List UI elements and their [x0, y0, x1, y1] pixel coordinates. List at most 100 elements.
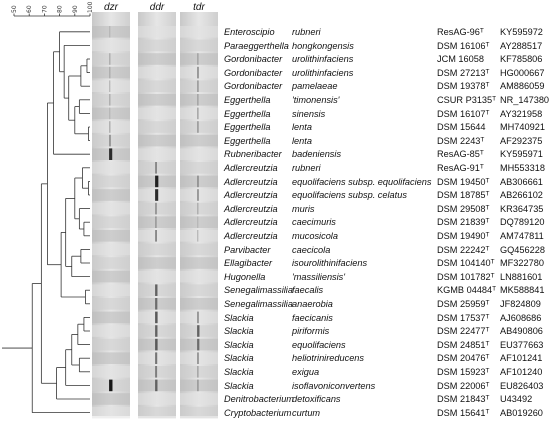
- genus-label: Slackia: [224, 326, 254, 337]
- accession-label: MK588841: [500, 285, 545, 296]
- strain-label: DSM 27213ᵀ: [437, 67, 490, 78]
- accession-label: AY288517: [500, 40, 543, 51]
- strain-label: DSM 18785ᵀ: [437, 190, 490, 201]
- species-label: 'massiliensis': [292, 271, 346, 282]
- accession-label: MH740921: [500, 122, 545, 133]
- accession-label: AJ608686: [500, 312, 542, 323]
- taxon-row: Cryptobacterium curtum DSM 15641ᵀ AB019260: [0, 406, 550, 420]
- accession-label: KF785806: [500, 54, 543, 65]
- lane-header-tdr: tdr: [193, 2, 205, 13]
- species-label: piriformis: [292, 326, 330, 337]
- strain-label: ResAG-91ᵀ: [437, 163, 484, 173]
- tree-branches: [2, 31, 90, 414]
- strain-label: DSM 2243ᵀ: [437, 135, 485, 146]
- taxon-row: Gordonibacter urolithinfaciens JCM 16058 KF…: [0, 52, 550, 66]
- scale-tick-label: 90: [72, 5, 79, 13]
- taxon-row: Enteroscipio rubneri ResAG-96ᵀ KY595972: [0, 25, 550, 39]
- accession-label: KR364735: [500, 203, 544, 214]
- taxon-row: Eggerthella 'timonensis' CSUR P3135ᵀ NR_147…: [0, 93, 550, 107]
- taxon-row: Senegalimassilia faecalis KGMB 04484ᵀ MK588…: [0, 283, 550, 297]
- genus-label: Slackia: [224, 339, 254, 350]
- species-label: rubneri: [292, 27, 321, 37]
- genus-label: Adlercreutzia: [224, 163, 278, 173]
- taxon-row: Slackia isoflavoniconvertens DSM 22006ᵀ EU8…: [0, 379, 550, 393]
- strain-label: DSM 21843ᵀ: [437, 394, 490, 405]
- strain-label: KGMB 04484ᵀ: [437, 285, 497, 296]
- lane-header-dzr: dzr: [104, 2, 118, 13]
- genus-label: Parvibacter: [224, 244, 271, 255]
- species-label: equolifaciens: [292, 339, 346, 350]
- lane-header-ddr: ddr: [149, 2, 165, 13]
- accession-label: AB266102: [500, 190, 543, 201]
- accession-label: AF292375: [500, 135, 543, 146]
- dendrogram: 50 60 70 80 90 100: [2, 1, 94, 414]
- accession-label: AF101240: [500, 367, 543, 377]
- genus-label: Gordonibacter: [224, 54, 283, 65]
- species-label: pamelaeae: [292, 81, 338, 92]
- accession-label: AM886059: [500, 81, 545, 92]
- accession-label: JF824809: [500, 299, 541, 309]
- strain-label: DSM 20476ᵀ: [437, 353, 490, 364]
- taxon-row: Slackia equolifaciens DSM 24851ᵀ EU377663: [0, 338, 550, 352]
- species-label: lenta: [292, 122, 312, 133]
- strain-label: DSM 29508ᵀ: [437, 203, 490, 214]
- genus-label: Eggerthella: [224, 95, 271, 105]
- taxon-row: Rubneribacter badeniensis ResAG-85ᵀ KY59597…: [0, 147, 550, 161]
- scale-tick-label: 50: [11, 5, 18, 13]
- strain-label: DSM 16107ᵀ: [437, 108, 490, 119]
- taxon-row: Gordonibacter pamelaeae DSM 19378ᵀ AM886059: [0, 79, 550, 93]
- taxon-row: Parvibacter caecicola DSM 22242ᵀ GQ456228: [0, 243, 550, 257]
- genus-label: Slackia: [224, 367, 254, 377]
- strain-label: DSM 19450ᵀ: [437, 176, 490, 187]
- genus-label: Ellagibacter: [224, 258, 273, 269]
- genus-label: Hugonella: [224, 271, 266, 282]
- taxon-row: Adlercreutzia muris DSM 29508ᵀ KR364735: [0, 202, 550, 216]
- accession-label: AB306661: [500, 176, 543, 187]
- species-label: mucosicola: [292, 231, 338, 241]
- species-label: heliotrinireducens: [292, 353, 365, 364]
- genus-label: Gordonibacter: [224, 81, 283, 92]
- genus-label: Eggerthella: [224, 122, 271, 133]
- accession-label: GQ456228: [500, 244, 545, 255]
- accession-label: LN881601: [500, 271, 543, 282]
- genus-label: Eggerthella: [224, 135, 271, 146]
- strain-label: ResAG-85ᵀ: [437, 149, 484, 160]
- taxon-row: Senegalimassilia anaerobia DSM 25959ᵀ JF824…: [0, 297, 550, 311]
- strain-label: DSM 19378ᵀ: [437, 81, 490, 92]
- genus-label: Cryptobacterium: [224, 407, 292, 418]
- taxon-row: Slackia piriformis DSM 22477ᵀ AB490806: [0, 324, 550, 338]
- genus-label: Denitrobacterium: [224, 394, 294, 405]
- accession-label: HG000667: [500, 67, 545, 78]
- strain-label: JCM 16058: [437, 54, 484, 65]
- taxon-row: Eggerthella lenta DSM 2243ᵀ AF292375: [0, 134, 550, 148]
- scale-tick-label: 80: [57, 5, 64, 13]
- species-label: sinensis: [292, 108, 326, 119]
- strain-label: DSM 24851ᵀ: [437, 339, 490, 350]
- species-label: urolithinfaciens: [292, 67, 354, 78]
- genus-label: Rubneribacter: [224, 149, 282, 160]
- taxon-row: Hugonella 'massiliensis' DSM 101782ᵀ LN8816…: [0, 270, 550, 284]
- taxon-row: Adlercreutzia equolifaciens subsp. celatu…: [0, 188, 550, 202]
- genus-label: Paraeggerthella: [224, 40, 289, 51]
- taxon-row: Denitrobacterium detoxificans DSM 21843ᵀ U4…: [0, 392, 550, 406]
- taxon-row: Eggerthella sinensis DSM 16107ᵀ AY321958: [0, 107, 550, 121]
- species-label: faecalis: [292, 285, 324, 296]
- similarity-scale: 50 60 70 80 90 100: [11, 1, 94, 17]
- genus-label: Slackia: [224, 312, 254, 323]
- scale-tick-label: 100: [87, 1, 94, 13]
- strain-label: DSM 15641ᵀ: [437, 407, 490, 418]
- genus-label: Senegalimassilia: [224, 299, 293, 309]
- accession-label: U43492: [500, 394, 533, 405]
- genus-label: Adlercreutzia: [224, 176, 278, 187]
- species-label: caecimuris: [292, 217, 336, 228]
- species-label: caecicola: [292, 244, 331, 255]
- species-label: exigua: [292, 367, 320, 377]
- genus-label: Slackia: [224, 353, 254, 364]
- genus-label: Eggerthella: [224, 108, 271, 119]
- accession-label: DQ789120: [500, 217, 545, 228]
- strain-label: DSM 104140ᵀ: [437, 258, 495, 269]
- strain-label: DSM 22006ᵀ: [437, 380, 490, 391]
- taxon-row: Ellagibacter isourolithinifaciens DSM 1041…: [0, 256, 550, 270]
- genus-label: Enteroscipio: [224, 27, 275, 37]
